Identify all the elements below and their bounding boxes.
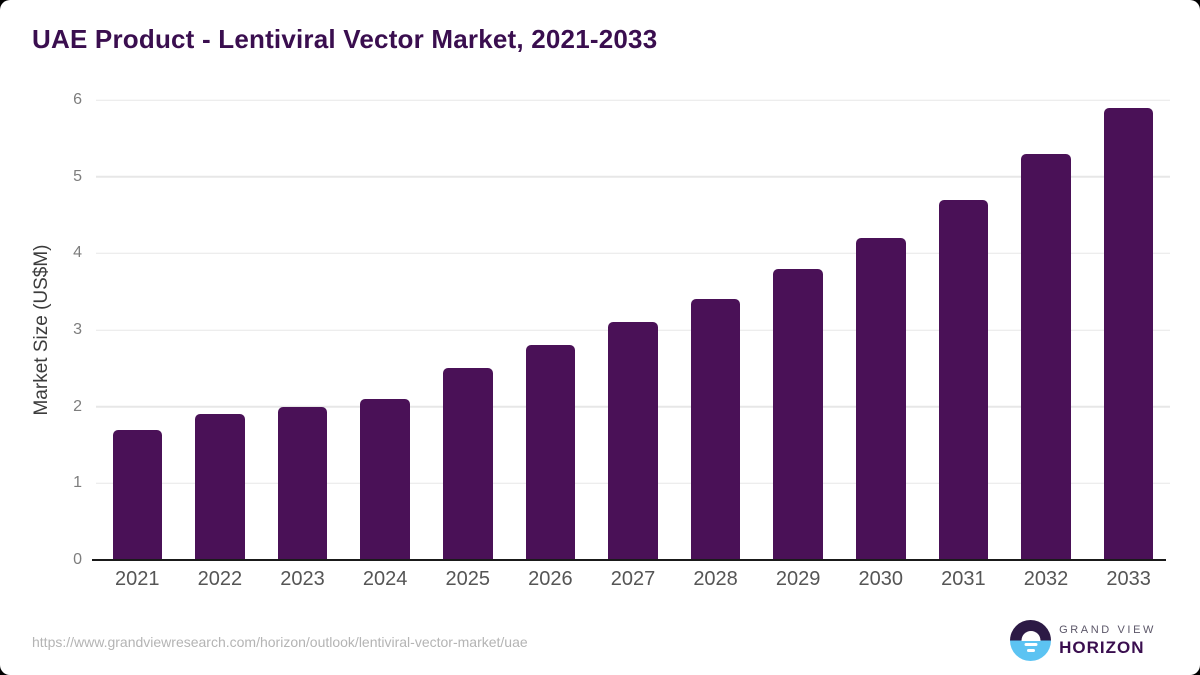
bar-cell-2022 bbox=[179, 100, 262, 560]
bar-cell-2028 bbox=[674, 100, 757, 560]
logo-sun-shape bbox=[1021, 631, 1041, 641]
logo-reflection-bar-2 bbox=[1026, 648, 1035, 652]
chart-title: UAE Product - Lentiviral Vector Market, … bbox=[32, 24, 658, 54]
y-tick-label-5: 5 bbox=[73, 167, 82, 185]
bar-2029 bbox=[773, 268, 823, 560]
bar-2030 bbox=[856, 238, 906, 560]
bar-cell-2029 bbox=[757, 100, 840, 560]
x-tick-label-2028: 2028 bbox=[693, 568, 738, 590]
x-tick-label-2030: 2030 bbox=[858, 568, 904, 590]
y-tick-label-2: 2 bbox=[73, 397, 82, 415]
plot-area: 0 1 2 3 4 5 6 bbox=[73, 91, 1170, 568]
bar-2022 bbox=[195, 414, 245, 560]
grand-view-horizon-logo: GRAND VIEW HORIZON bbox=[1010, 620, 1156, 661]
x-tick-label-2023: 2023 bbox=[280, 568, 325, 590]
bar-2026 bbox=[525, 345, 576, 560]
bar-2032 bbox=[1021, 153, 1071, 560]
y-tick-label-1: 1 bbox=[73, 474, 82, 492]
bar-cell-2031 bbox=[922, 100, 1005, 560]
x-tick-label-2024: 2024 bbox=[362, 568, 408, 590]
bar-2023 bbox=[277, 406, 328, 560]
gridline-y-6 bbox=[96, 99, 1170, 101]
bar-2033 bbox=[1103, 107, 1154, 560]
x-tick-label-2026: 2026 bbox=[528, 568, 573, 590]
logo-wordmark: GRAND VIEW HORIZON bbox=[1059, 624, 1156, 657]
bar-cell-2024 bbox=[344, 100, 427, 560]
y-tick-label-6: 6 bbox=[73, 91, 82, 108]
x-tick-label-2022: 2022 bbox=[197, 568, 243, 590]
logo-reflection-bar-1 bbox=[1024, 643, 1038, 646]
x-axis-line bbox=[92, 559, 1166, 561]
bar-cell-2026 bbox=[509, 100, 592, 560]
bar-cell-2027 bbox=[592, 100, 675, 560]
y-tick-label-4: 4 bbox=[73, 244, 82, 262]
bar-2031 bbox=[938, 199, 989, 560]
logo-brand-bottom: HORIZON bbox=[1059, 638, 1145, 657]
bar-2024 bbox=[360, 399, 410, 560]
bar-cell-2025 bbox=[426, 100, 509, 560]
bar-series bbox=[96, 100, 1170, 560]
y-tick-label-3: 3 bbox=[73, 321, 82, 338]
bar-2027 bbox=[608, 322, 658, 560]
source-url: https://www.grandviewresearch.com/horizo… bbox=[32, 634, 528, 650]
bar-cell-2033 bbox=[1087, 100, 1170, 560]
bar-cell-2032 bbox=[1005, 100, 1088, 560]
x-tick-label-2029: 2029 bbox=[775, 568, 821, 590]
bar-2021 bbox=[112, 429, 163, 560]
bar-cell-2023 bbox=[261, 100, 344, 560]
bar-2025 bbox=[442, 368, 493, 560]
x-tick-label-2032: 2032 bbox=[1023, 568, 1069, 590]
bar-cell-2021 bbox=[96, 100, 179, 560]
bar-2028 bbox=[690, 299, 741, 560]
x-tick-label-2021: 2021 bbox=[115, 568, 160, 590]
horizon-sunset-circle-icon bbox=[1010, 620, 1052, 661]
bar-cell-2030 bbox=[839, 100, 922, 560]
x-tick-label-2025: 2025 bbox=[445, 568, 490, 590]
x-tick-label-2033: 2033 bbox=[1106, 568, 1151, 590]
gridline-y-5 bbox=[96, 175, 1170, 178]
x-axis-labels: 2021 2022 2023 2024 2025 2026 2027 2028 2029 2030… bbox=[96, 568, 1170, 591]
x-tick-label-2027: 2027 bbox=[610, 568, 656, 590]
logo-brand-top: GRAND VIEW bbox=[1059, 624, 1156, 636]
gridline-y-4 bbox=[96, 252, 1170, 255]
x-tick-label-2031: 2031 bbox=[941, 568, 986, 590]
y-tick-label-0: 0 bbox=[73, 551, 82, 568]
